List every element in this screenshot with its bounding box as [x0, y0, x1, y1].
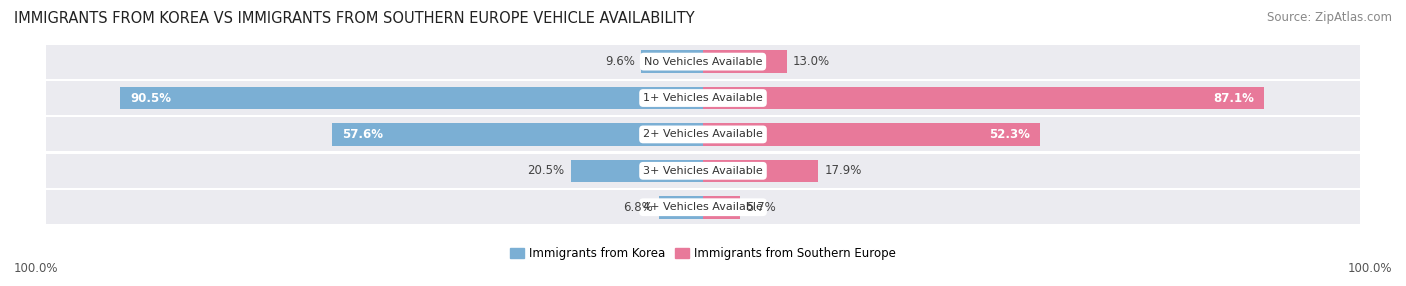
Bar: [703, 87, 1264, 109]
Text: 2+ Vehicles Available: 2+ Vehicles Available: [643, 130, 763, 139]
Text: 5.7%: 5.7%: [747, 201, 776, 214]
Bar: [46, 81, 1360, 115]
Text: 3+ Vehicles Available: 3+ Vehicles Available: [643, 166, 763, 176]
Bar: [703, 196, 740, 219]
Text: 17.9%: 17.9%: [825, 164, 862, 177]
Text: IMMIGRANTS FROM KOREA VS IMMIGRANTS FROM SOUTHERN EUROPE VEHICLE AVAILABILITY: IMMIGRANTS FROM KOREA VS IMMIGRANTS FROM…: [14, 11, 695, 26]
Bar: [703, 123, 1040, 146]
Text: 57.6%: 57.6%: [342, 128, 382, 141]
Text: 9.6%: 9.6%: [605, 55, 634, 68]
Bar: [659, 196, 703, 219]
Bar: [121, 87, 703, 109]
Legend: Immigrants from Korea, Immigrants from Southern Europe: Immigrants from Korea, Immigrants from S…: [506, 242, 900, 265]
Text: 13.0%: 13.0%: [793, 55, 831, 68]
Text: No Vehicles Available: No Vehicles Available: [644, 57, 762, 67]
Bar: [46, 45, 1360, 79]
Text: 87.1%: 87.1%: [1213, 92, 1254, 104]
Bar: [46, 154, 1360, 188]
Bar: [46, 190, 1360, 224]
Text: 6.8%: 6.8%: [623, 201, 652, 214]
Text: 100.0%: 100.0%: [14, 262, 59, 275]
Text: 52.3%: 52.3%: [990, 128, 1031, 141]
Bar: [571, 160, 703, 182]
Text: 20.5%: 20.5%: [527, 164, 565, 177]
Bar: [641, 50, 703, 73]
Bar: [703, 50, 787, 73]
Text: 100.0%: 100.0%: [1347, 262, 1392, 275]
Text: 1+ Vehicles Available: 1+ Vehicles Available: [643, 93, 763, 103]
Bar: [46, 118, 1360, 151]
Text: 4+ Vehicles Available: 4+ Vehicles Available: [643, 202, 763, 212]
Text: 90.5%: 90.5%: [129, 92, 172, 104]
Bar: [703, 160, 818, 182]
Bar: [332, 123, 703, 146]
Text: Source: ZipAtlas.com: Source: ZipAtlas.com: [1267, 11, 1392, 24]
